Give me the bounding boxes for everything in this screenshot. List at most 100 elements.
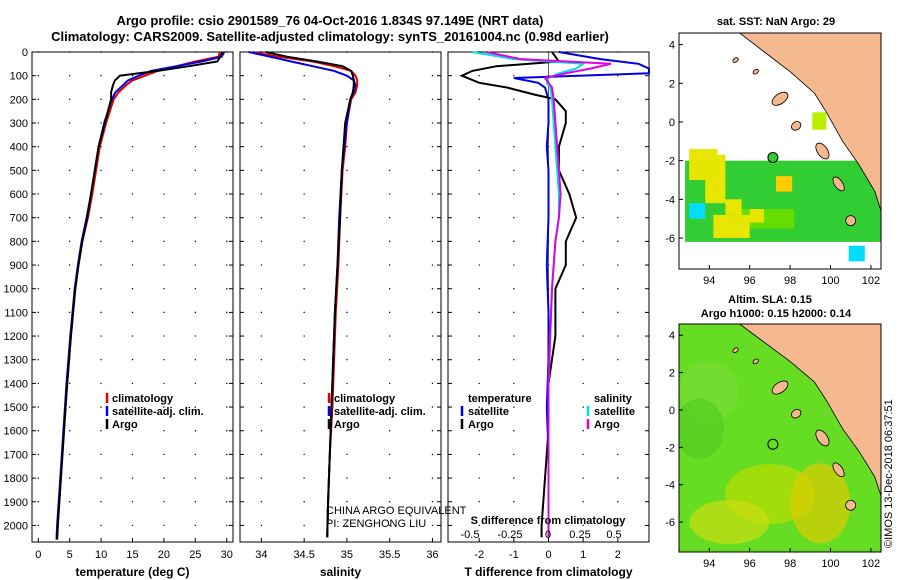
x-tick-label: 98 [784,275,796,287]
land-island [752,68,759,75]
grid-dot [431,98,434,101]
grid-dot [163,382,165,385]
grid-dot [513,98,515,101]
land-island [771,380,789,395]
sla-map-title-2: Argo h1000: 0.15 h2000: 0.14 [701,308,852,320]
grid-dot [100,193,102,195]
grid-dot [582,382,584,385]
grid-dot [163,453,165,456]
grid-dot [260,51,263,53]
land-island [791,121,802,131]
x-tick-label: 15 [126,549,138,561]
x-tick-label: 98 [784,558,796,570]
grid-dot [617,51,619,53]
grid-dot [226,382,228,385]
y-tick-label: 400 [10,142,28,154]
x-tick-label: 34.5 [293,549,314,561]
y-tick-label: 1200 [4,331,28,343]
grid-dot [226,453,228,456]
land-island [832,462,845,478]
grid-dot [346,477,348,479]
grid-dot [478,477,480,479]
grid-dot [617,335,619,337]
grid-dot [68,288,71,290]
grid-dot [388,430,391,432]
grid-dot [194,453,197,456]
grid-dot [346,98,348,101]
grid-dot [617,453,619,456]
x-tick-label: 36 [426,549,438,561]
grid-dot [513,430,515,432]
legend-label-salinity: climatology [334,393,396,405]
grid-dot [582,311,584,314]
grid-dot [131,51,134,53]
grid-dot [37,98,39,101]
grid-dot [617,359,619,361]
grid-dot [617,430,619,432]
grid-dot [194,477,197,479]
grid-dot [388,406,391,408]
legend-title-temperature: temperature [468,393,532,405]
grid-dot [260,430,263,432]
grid-dot [478,359,480,361]
grid-dot [260,74,263,77]
grid-dot [100,98,102,101]
series-salinity-argo [485,51,612,538]
grid-dot [582,264,584,266]
x-tick-label: 35.5 [379,549,400,561]
x-tick-label: 102 [862,558,880,570]
grid-dot [131,217,134,219]
grid-dot [582,240,584,243]
grid-dot [226,406,228,408]
x-tick-label: 100 [821,558,839,570]
grid-dot [131,335,134,337]
s-tick-label: 0.5 [606,529,621,541]
x-tick-label: 30 [221,549,233,561]
grid-dot [388,193,391,195]
grid-dot [163,98,165,101]
grid-dot [194,240,197,243]
grid-dot [100,501,102,503]
sla-map: 94 96 98 100 102 4 2 0 -2 -4 -6 [665,323,882,570]
grid-dot [617,169,619,172]
grid-dot [194,524,197,527]
legend-label-sal-satellite: satellite [594,406,635,418]
grid-dot [388,122,391,124]
salinity-panel-frame [239,51,442,543]
grid-dot [131,264,134,266]
y-tick-label: 1500 [4,402,28,414]
grid-dot [163,430,165,432]
grid-dot [163,264,165,266]
grid-dot [388,74,391,77]
grid-dot [513,169,515,172]
grid-dot [431,430,434,432]
grid-dot [260,98,263,101]
grid-dot [226,169,228,172]
grid-dot [100,477,102,479]
grid-dot [388,311,391,314]
title-line-1: Argo profile: csio 2901589_76 04-Oct-201… [116,13,544,28]
x-tick-label: 96 [744,275,756,287]
grid-dot [260,145,263,148]
sst-map-frame [678,32,882,270]
grid-dot [131,145,134,148]
grid-dot [131,311,134,314]
grid-dot [617,501,619,503]
land-island [732,347,739,353]
grid-dot [163,169,165,172]
grid-dot [431,501,434,503]
y-tick-label: 0 [22,47,28,59]
grid-dot [68,193,71,195]
grid-dot [582,51,584,53]
grid-dot [303,51,305,53]
y-tick-label: 1100 [4,307,28,319]
grid-dot [582,524,584,527]
grid-dot [100,74,102,77]
grid-dot [226,145,228,148]
grid-dot [131,98,134,101]
grid-dot [431,524,434,527]
grid-dot [431,288,434,290]
grid-dot [226,430,228,432]
grid-dot [37,524,39,527]
grid-dot [431,169,434,172]
